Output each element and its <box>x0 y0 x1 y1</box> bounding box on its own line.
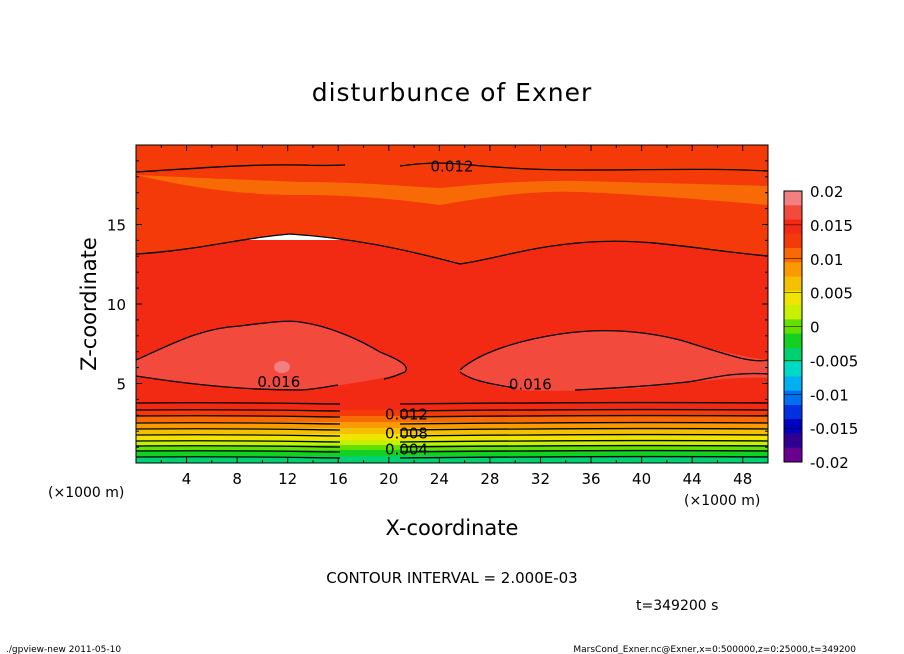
x-axis: 4 8 12 16 20 24 28 32 36 40 44 48 <box>160 145 752 488</box>
x-unit-right: (×1000 m) <box>684 493 760 509</box>
y-tick-label: 15 <box>107 217 126 235</box>
band-low-6 <box>136 434 768 441</box>
band-above-mid <box>136 175 768 264</box>
colorbar-swatch <box>784 219 802 235</box>
contour-line <box>136 162 768 173</box>
band-low-3 <box>136 416 768 424</box>
contour-label: 0.016 <box>509 375 552 393</box>
colorbar-swatch <box>784 262 802 278</box>
contour-label: 0.012 <box>385 406 428 424</box>
colorbar-tick-label: 0 <box>810 319 820 337</box>
contour-line <box>136 401 768 405</box>
contour-line <box>136 439 768 443</box>
colorbar: 0.02 0.015 0.01 0.005 0 -0.005 -0.01 -0.015 -0.0… <box>783 183 858 472</box>
contour-line <box>136 444 768 448</box>
contour-line <box>136 449 768 453</box>
contour-line <box>136 427 768 431</box>
footer-left: ./gpview-new 2011-05-10 <box>6 645 121 654</box>
band-low-2 <box>136 410 768 418</box>
contour-line <box>136 320 407 391</box>
colorbar-swatch <box>784 290 802 306</box>
colorbar-swatch <box>784 233 802 249</box>
contour-line <box>136 408 768 412</box>
x-tick-label: 44 <box>683 470 702 488</box>
x-axis-label: X-coordinate <box>386 516 519 540</box>
core-right <box>460 330 768 391</box>
contour-line <box>459 330 768 391</box>
colorbar-swatch <box>784 433 802 449</box>
contour-label: 0.004 <box>385 440 428 458</box>
x-tick-label: 28 <box>480 470 499 488</box>
colorbar-swatch <box>784 205 802 221</box>
contour-label: 0.016 <box>257 373 300 391</box>
colorbar-swatch <box>784 447 802 463</box>
band-low-4 <box>136 422 768 430</box>
x-tick-label: 4 <box>182 470 192 488</box>
y-tick-label: 10 <box>107 296 126 314</box>
band-low-5 <box>136 428 768 435</box>
y-tick-label: 5 <box>116 376 126 394</box>
time-stamp: t=349200 s <box>636 598 718 614</box>
contour-line <box>136 433 768 437</box>
x-tick-label: 48 <box>733 470 752 488</box>
colorbar-swatch <box>784 333 802 349</box>
colorbar-tick-label: 0.005 <box>810 285 853 303</box>
x-tick-label: 8 <box>232 470 242 488</box>
band-low-10 <box>136 456 768 463</box>
contour-lines <box>136 162 768 459</box>
colorbar-swatch <box>784 191 802 206</box>
core-left <box>136 321 407 390</box>
colorbar-tick-label: 0.015 <box>810 217 853 235</box>
band-stripe <box>136 175 768 205</box>
colorbar-swatch <box>784 390 802 406</box>
x-tick-label: 32 <box>531 470 550 488</box>
colorbar-swatch <box>784 419 802 434</box>
colorbar-swatch <box>784 404 802 420</box>
footer-right: MarsCond_Exner.nc@Exner,x=0:500000,z=0:2… <box>573 645 856 654</box>
x-unit-left: (×1000 m) <box>48 485 124 501</box>
x-tick-label: 40 <box>632 470 651 488</box>
colorbar-swatch <box>784 347 802 363</box>
band-low-8 <box>136 445 768 451</box>
chart-title: disturbunce of Exner <box>312 78 593 107</box>
colorbar-swatch <box>784 276 802 292</box>
colorbar-tick-label: -0.01 <box>810 386 849 404</box>
x-tick-label: 16 <box>329 470 348 488</box>
contour-label: 0.008 <box>385 425 428 443</box>
core-spot <box>274 361 290 373</box>
colorbar-tick-label: -0.005 <box>810 352 858 370</box>
colorbar-tick-label: -0.02 <box>810 454 849 472</box>
band-low-1 <box>136 402 768 412</box>
x-tick-label: 36 <box>581 470 600 488</box>
contour-line <box>136 421 768 425</box>
contour-line <box>136 233 768 265</box>
contour-line <box>136 455 768 459</box>
y-axis: 5 10 15 <box>107 160 768 448</box>
x-tick-label: 12 <box>278 470 297 488</box>
band-low-7 <box>136 440 768 446</box>
colorbar-swatch <box>784 362 802 377</box>
band-low-9 <box>136 450 768 457</box>
contour-label: 0.012 <box>431 157 474 175</box>
contour-line <box>136 414 768 418</box>
y-axis-label: Z-coordinate <box>77 237 101 371</box>
colorbar-tick-label: -0.015 <box>810 420 858 438</box>
colorbar-tick-label: 0.02 <box>810 183 843 201</box>
contour-interval: CONTOUR INTERVAL = 2.000E-03 <box>326 569 577 587</box>
colorbar-swatch <box>784 376 802 392</box>
colorbar-tick-label: 0.01 <box>810 251 843 269</box>
x-tick-label: 20 <box>379 470 398 488</box>
colorbar-swatch <box>784 305 802 320</box>
x-tick-label: 24 <box>430 470 449 488</box>
colorbar-swatch <box>784 248 802 263</box>
